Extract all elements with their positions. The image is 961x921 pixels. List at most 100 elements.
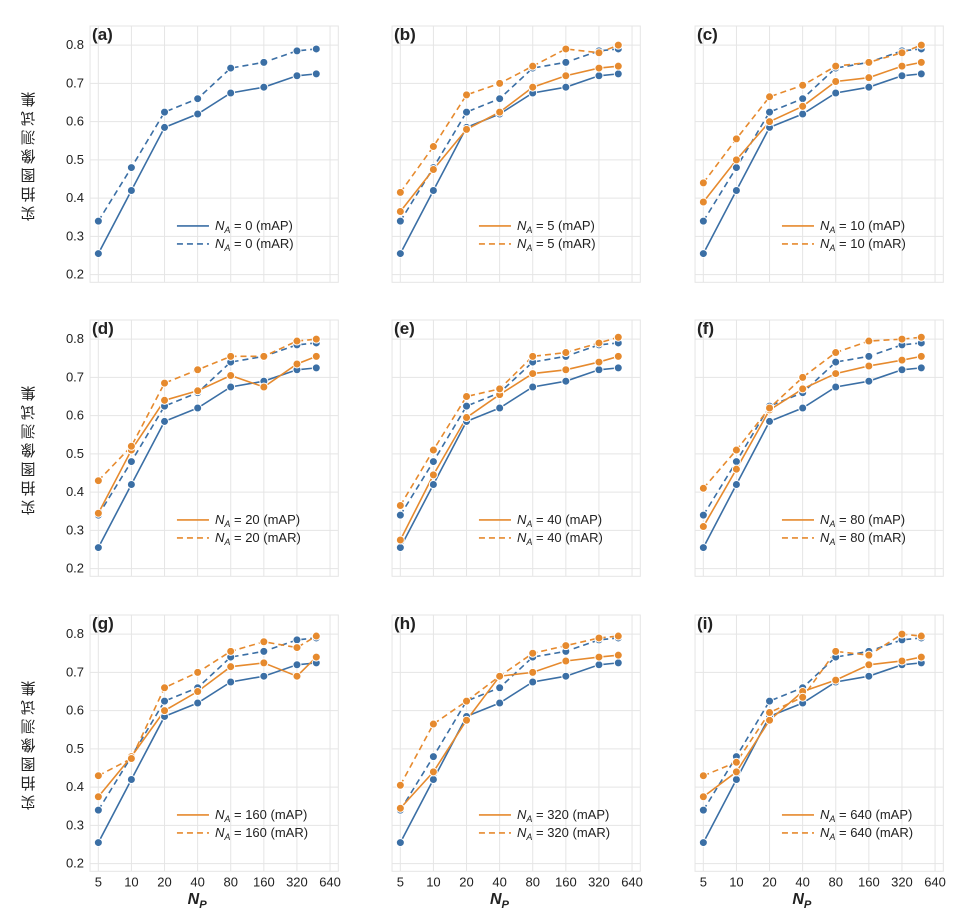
data-marker	[161, 123, 169, 131]
data-marker	[798, 95, 806, 103]
data-marker	[595, 339, 603, 347]
data-marker	[615, 353, 623, 361]
x-tick-label: 20	[460, 874, 474, 889]
data-marker	[699, 771, 707, 779]
data-marker	[94, 792, 102, 800]
x-axis-label: NP	[46, 891, 348, 913]
data-marker	[194, 110, 202, 118]
data-marker	[529, 383, 537, 391]
data-marker	[864, 672, 872, 680]
data-marker	[194, 404, 202, 412]
data-marker	[699, 523, 707, 531]
data-marker	[194, 366, 202, 374]
data-marker	[260, 58, 268, 66]
spacer	[8, 891, 46, 913]
chart-panel-b: (b)NA = 5 (mAP)NA = 5 (mAR)	[348, 8, 650, 302]
data-marker	[699, 511, 707, 519]
x-tick-label: 80	[223, 874, 237, 889]
data-marker	[430, 720, 438, 728]
data-marker	[293, 660, 301, 668]
y-tick-label: 0.3	[66, 817, 84, 832]
y-tick-label: 0.8	[66, 331, 84, 346]
x-tick-label: 20	[762, 874, 776, 889]
data-marker	[496, 672, 504, 680]
chart-panel: (c)NA = 10 (mAP)NA = 10 (mAR)	[651, 8, 953, 302]
data-marker	[312, 632, 320, 640]
chart-panel-f: (f)NA = 80 (mAP)NA = 80 (mAR)	[651, 302, 953, 596]
legend-label-mar: NA = 20 (mAR)	[215, 530, 301, 547]
legend-label-mar: NA = 40 (mAR)	[517, 530, 603, 547]
data-marker	[260, 83, 268, 91]
y-tick-label: 0.7	[66, 664, 84, 679]
data-marker	[615, 632, 623, 640]
data-marker	[529, 678, 537, 686]
chart-panel: 510204080160320640(i)NA = 640 (mAP)NA = …	[651, 597, 953, 891]
y-tick-label: 0.8	[66, 37, 84, 52]
data-marker	[732, 135, 740, 143]
chart-panel: (e)NA = 40 (mAP)NA = 40 (mAR)	[348, 302, 650, 596]
panel-tag: (i)	[697, 614, 713, 633]
data-marker	[831, 370, 839, 378]
data-marker	[161, 706, 169, 714]
chart-panel-h: 510204080160320640(h)NA = 320 (mAP)NA = …	[348, 597, 650, 891]
data-marker	[898, 366, 906, 374]
data-marker	[397, 536, 405, 544]
data-marker	[595, 653, 603, 661]
data-marker	[562, 378, 570, 386]
data-marker	[732, 466, 740, 474]
data-marker	[699, 217, 707, 225]
data-marker	[615, 659, 623, 667]
data-marker	[463, 125, 471, 133]
data-marker	[397, 250, 405, 258]
data-marker	[831, 383, 839, 391]
data-marker	[397, 781, 405, 789]
data-marker	[194, 699, 202, 707]
legend-label-map: NA = 10 (mAP)	[820, 218, 905, 235]
data-marker	[529, 649, 537, 657]
legend-label-mar: NA = 0 (mAR)	[215, 236, 294, 253]
data-marker	[529, 668, 537, 676]
data-marker	[496, 683, 504, 691]
data-marker	[161, 379, 169, 387]
x-tick-label: 20	[157, 874, 171, 889]
chart-panel-g: 0.20.30.40.50.60.70.8510204080160320640(…	[46, 597, 348, 891]
data-marker	[864, 58, 872, 66]
data-marker	[227, 647, 235, 655]
data-marker	[765, 716, 773, 724]
y-tick-label: 0.8	[66, 626, 84, 641]
y-tick-label: 0.3	[66, 228, 84, 243]
data-marker	[430, 446, 438, 454]
data-marker	[397, 188, 405, 196]
y-tick-label: 0.6	[66, 114, 84, 129]
data-marker	[765, 697, 773, 705]
data-marker	[562, 45, 570, 53]
data-marker	[699, 179, 707, 187]
data-marker	[699, 250, 707, 258]
data-marker	[765, 708, 773, 716]
x-tick-label: 5	[699, 874, 706, 889]
data-marker	[798, 102, 806, 110]
data-marker	[595, 358, 603, 366]
data-marker	[732, 156, 740, 164]
x-tick-label: 40	[493, 874, 507, 889]
y-tick-label: 0.7	[66, 75, 84, 90]
data-marker	[127, 754, 135, 762]
legend-label-map: NA = 0 (mAP)	[215, 218, 293, 235]
legend-label-mar: NA = 10 (mAR)	[820, 236, 906, 253]
y-tick-label: 0.2	[66, 561, 84, 576]
data-marker	[898, 356, 906, 364]
chart-panel: (b)NA = 5 (mAP)NA = 5 (mAR)	[348, 8, 650, 302]
data-marker	[732, 458, 740, 466]
data-marker	[312, 364, 320, 372]
data-marker	[430, 165, 438, 173]
data-marker	[127, 481, 135, 489]
data-marker	[529, 83, 537, 91]
panel-tag: (g)	[92, 614, 114, 633]
data-marker	[864, 660, 872, 668]
data-marker	[765, 118, 773, 126]
panel-tag: (h)	[394, 614, 416, 633]
data-marker	[864, 74, 872, 82]
y-tick-label: 0.4	[66, 190, 84, 205]
x-tick-label: 10	[729, 874, 743, 889]
data-marker	[227, 678, 235, 686]
